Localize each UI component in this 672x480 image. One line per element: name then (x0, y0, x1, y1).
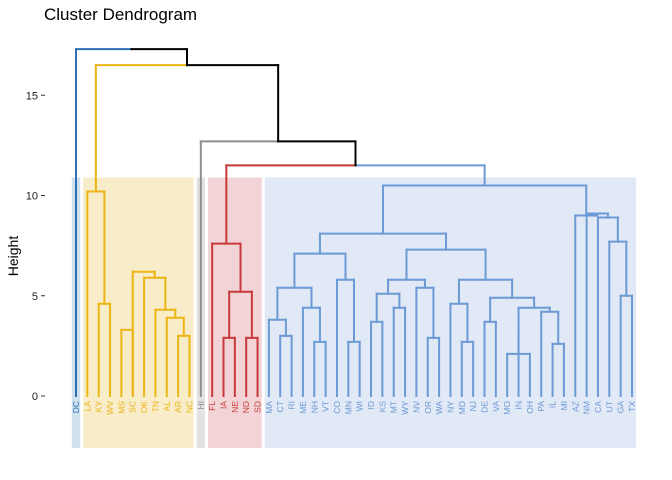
leaf-label: NH (309, 401, 319, 413)
leaf-label: VT (321, 401, 331, 412)
leaf-label: NM (582, 401, 592, 414)
leaf-label: DC (71, 401, 81, 413)
leaf-label: MI (559, 401, 569, 410)
leaf-label: WI (355, 401, 365, 411)
leaf-label: AL (162, 401, 172, 412)
leaf-label: FL (207, 401, 217, 411)
leaf-label: IL (548, 401, 558, 408)
leaf-label: MN (343, 401, 353, 414)
leaf-label: OH (525, 401, 535, 414)
y-tick-label: 15 (26, 90, 38, 102)
leaf-label: OK (139, 401, 149, 414)
leaf-label: NY (445, 401, 455, 413)
leaf-label: MO (502, 401, 512, 415)
leaf-label: ND (241, 401, 251, 413)
leaf-label: AR (173, 401, 183, 413)
leaf-label: CO (332, 401, 342, 414)
leaf-label: WY (400, 401, 410, 415)
leaf-label: VA (491, 401, 501, 412)
leaf-label: MT (389, 401, 399, 413)
leaf-label: DE (479, 401, 489, 413)
y-axis: 0 5 10 15 (26, 90, 45, 403)
leaf-label: NV (411, 401, 421, 413)
dendrogram-branches (75, 48, 633, 397)
y-tick-label: 5 (32, 291, 38, 303)
leaf-label: GA (616, 401, 626, 414)
leaf-label: IA (219, 401, 229, 409)
leaf-label: NC (184, 401, 194, 413)
leaf-label: KY (94, 401, 104, 413)
leaf-label: UT (604, 401, 614, 412)
leaf-label: ID (366, 401, 376, 410)
leaf-label: TN (150, 401, 160, 412)
leaf-labels: DC LA KY WV MS SC OK TN AL AR NC HI FL IA NE ND SD MA CT RI… (71, 401, 637, 415)
leaf-label: AZ (570, 401, 580, 412)
y-tick-label: 0 (32, 391, 38, 403)
leaf-label: MD (457, 401, 467, 414)
leaf-label: RI (287, 401, 297, 410)
leaf-label: NE (230, 401, 240, 413)
leaf-label: PA (536, 401, 546, 412)
leaf-label: MA (264, 401, 274, 414)
y-axis-label: Height (5, 236, 21, 277)
leaf-label: CA (593, 401, 603, 413)
chart-title: Cluster Dendrogram (44, 5, 197, 24)
leaf-label: TX (627, 401, 637, 412)
leaf-label: SD (253, 401, 263, 413)
leaf-label: KS (377, 401, 387, 413)
leaf-label: HI (196, 401, 206, 410)
leaf-label: LA (82, 401, 92, 412)
leaf-label: ME (298, 401, 308, 414)
leaf-label: NJ (468, 401, 478, 411)
leaf-label: MS (116, 401, 126, 414)
leaf-label: WA (434, 401, 444, 415)
leaf-label: IN (514, 401, 524, 410)
leaf-label: CT (275, 401, 285, 412)
leaf-label: OR (423, 401, 433, 414)
leaf-label: WV (105, 401, 115, 415)
leaf-label: SC (128, 401, 138, 413)
y-tick-label: 10 (26, 191, 38, 203)
